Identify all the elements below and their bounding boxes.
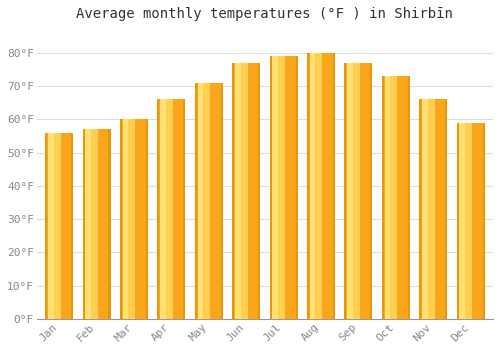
Bar <box>382 76 410 319</box>
Bar <box>307 53 335 319</box>
Bar <box>272 56 278 319</box>
Bar <box>460 123 472 319</box>
Bar <box>347 63 360 319</box>
Bar <box>384 76 390 319</box>
Bar <box>122 119 146 319</box>
Bar <box>160 99 166 319</box>
Bar <box>86 130 91 319</box>
Bar <box>456 123 484 319</box>
Bar <box>123 119 128 319</box>
Bar <box>232 63 260 319</box>
Bar <box>384 76 397 319</box>
Bar <box>384 76 407 319</box>
Bar <box>347 63 353 319</box>
Bar <box>45 133 73 319</box>
Bar <box>422 99 434 319</box>
Bar <box>47 133 71 319</box>
Bar <box>309 53 333 319</box>
Bar <box>82 130 110 319</box>
Bar <box>272 56 285 319</box>
Bar <box>160 99 173 319</box>
Bar <box>198 83 210 319</box>
Bar <box>270 56 297 319</box>
Bar <box>235 63 240 319</box>
Bar <box>120 119 148 319</box>
Bar <box>346 63 370 319</box>
Bar <box>460 123 465 319</box>
Bar <box>422 99 428 319</box>
Bar <box>197 83 220 319</box>
Bar <box>198 83 203 319</box>
Bar <box>123 119 136 319</box>
Bar <box>48 133 54 319</box>
Bar <box>458 123 482 319</box>
Bar <box>48 133 60 319</box>
Bar <box>235 63 248 319</box>
Bar <box>158 99 186 319</box>
Bar <box>272 56 295 319</box>
Title: Average monthly temperatures (°F ) in Shirbīn: Average monthly temperatures (°F ) in Sh… <box>76 7 454 21</box>
Bar <box>344 63 372 319</box>
Bar <box>86 130 98 319</box>
Bar <box>419 99 447 319</box>
Bar <box>160 99 184 319</box>
Bar <box>234 63 258 319</box>
Bar <box>310 53 316 319</box>
Bar <box>84 130 108 319</box>
Bar <box>422 99 445 319</box>
Bar <box>310 53 322 319</box>
Bar <box>195 83 223 319</box>
